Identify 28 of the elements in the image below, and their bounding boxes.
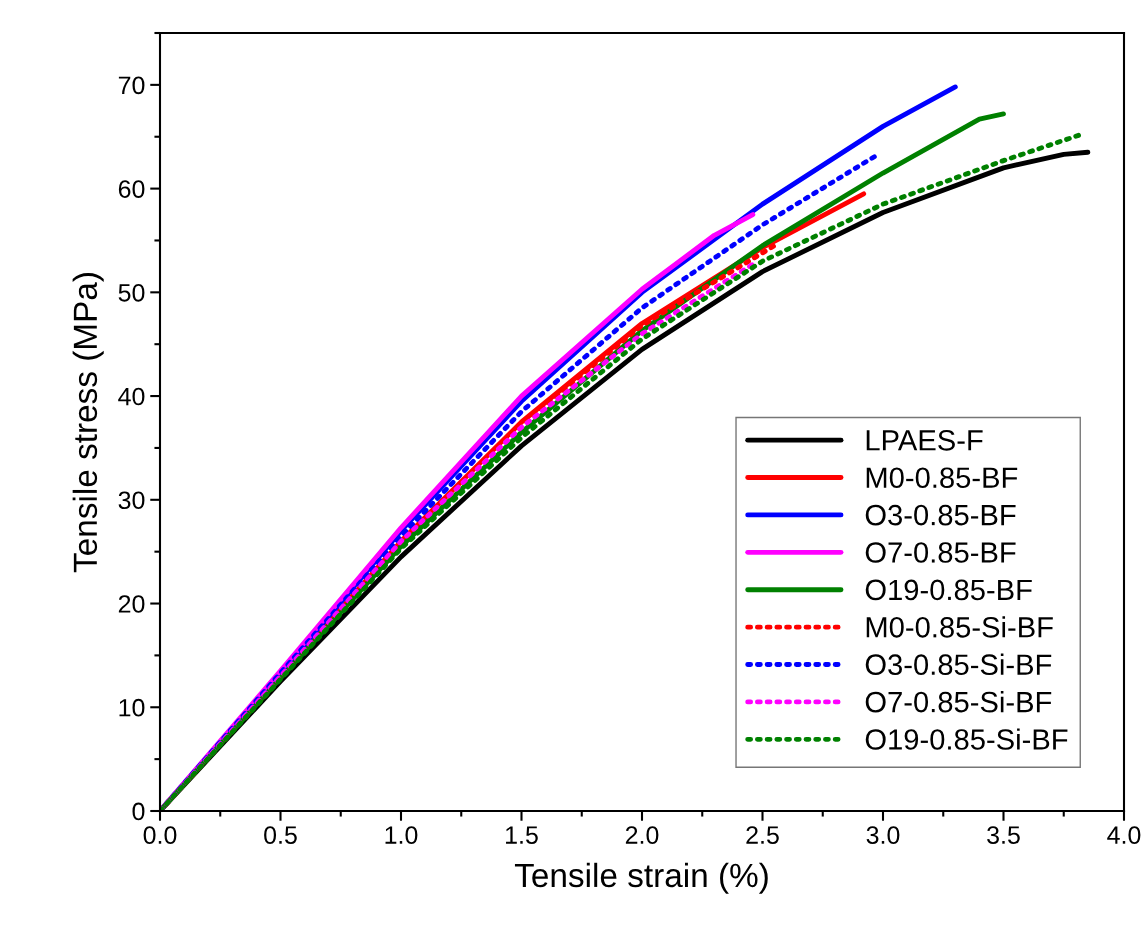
y-tick-label: 0 xyxy=(132,802,145,821)
x-tick-label: 3.0 xyxy=(866,826,900,844)
y-tick-label: 10 xyxy=(119,698,145,717)
y-tick-label: 70 xyxy=(118,76,145,95)
legend-label: LPAES-F xyxy=(866,429,983,451)
x-tick-label: 2.0 xyxy=(625,826,659,844)
y-axis-title: Tensile stress (MPa) xyxy=(72,273,104,573)
legend-label: M0-0.85-BF xyxy=(866,467,1018,489)
y-tick-label: 60 xyxy=(118,180,145,198)
legend-label: O19-0.85-BF xyxy=(865,579,1032,601)
legend-label: O19-0.85-Si-BF xyxy=(865,728,1068,750)
x-tick-label: 2.5 xyxy=(746,826,779,844)
legend-label: O3-0.85-BF xyxy=(865,504,1016,526)
x-tick-label: 0.5 xyxy=(264,826,297,844)
legend-label: O7-0.85-Si-BF xyxy=(865,691,1052,713)
x-axis-title: Tensile strain (%) xyxy=(514,862,768,894)
x-tick-label: 3.5 xyxy=(987,826,1020,844)
y-tick-label: 40 xyxy=(118,387,145,406)
x-tick-label: 0.0 xyxy=(143,826,177,844)
x-tick-label: 1.5 xyxy=(506,826,538,844)
legend-label: M0-0.85-Si-BF xyxy=(866,616,1053,638)
y-tick-label: 50 xyxy=(118,283,145,302)
y-tick-label: 30 xyxy=(118,491,145,510)
y-tick-label: 20 xyxy=(118,595,145,613)
legend-label: O7-0.85-BF xyxy=(865,542,1016,563)
x-tick-label: 4.0 xyxy=(1107,826,1141,844)
x-tick-label: 1.0 xyxy=(385,826,418,844)
legend-label: O3-0.85-Si-BF xyxy=(865,653,1052,676)
